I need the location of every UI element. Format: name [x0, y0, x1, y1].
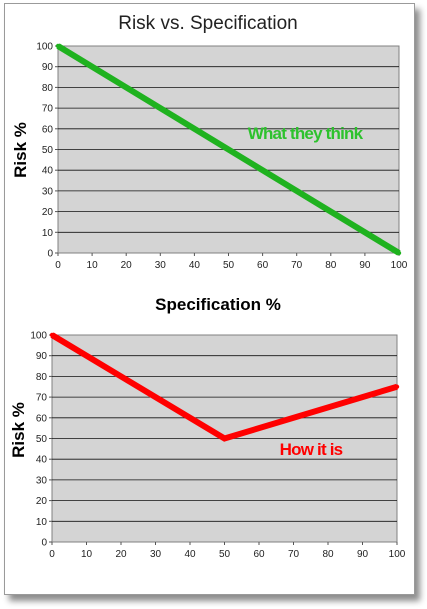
x-tick-label-70: 70 — [288, 549, 300, 560]
y-tick-label-50: 50 — [36, 434, 48, 445]
x-tick-label-10: 10 — [81, 549, 93, 560]
y-tick-label-100: 100 — [30, 331, 47, 342]
bottom-gridlines — [52, 355, 397, 522]
bottom-series — [49, 332, 400, 442]
x-tick-label-70: 70 — [291, 260, 303, 271]
y-tick-label-70: 70 — [36, 393, 48, 404]
x-tick-label-30: 30 — [155, 260, 167, 271]
x-tick-label-80: 80 — [325, 260, 337, 271]
y-tick-label-80: 80 — [42, 83, 54, 94]
x-tick-label-100: 100 — [389, 549, 406, 560]
y-tick-label-20: 20 — [36, 496, 48, 507]
y-tick-label-90: 90 — [36, 351, 48, 362]
x-tick-label-40: 40 — [189, 260, 201, 271]
x-tick-label-10: 10 — [87, 260, 99, 271]
y-tick-label-60: 60 — [36, 413, 48, 424]
x-tick-label-50: 50 — [219, 549, 231, 560]
series-line-0 — [56, 43, 401, 256]
data-point-0-0 — [49, 332, 55, 338]
x-tick-label-60: 60 — [253, 549, 265, 560]
y-tick-label-20: 20 — [42, 207, 54, 218]
y-tick-label-40: 40 — [42, 166, 54, 177]
top-y-tick-labels: 0 10 20 30 40 50 60 70 80 90 100 — [36, 42, 58, 260]
y-tick-label-30: 30 — [42, 186, 54, 197]
top-y-axis-title: Risk % — [11, 122, 30, 178]
y-tick-label-30: 30 — [36, 475, 48, 486]
y-tick-label-10: 10 — [42, 228, 54, 239]
y-tick-label-0: 0 — [41, 538, 47, 549]
top-annotation-what-they-think: What they think — [248, 124, 364, 143]
y-tick-label-100: 100 — [36, 42, 53, 53]
x-tick-label-90: 90 — [359, 260, 371, 271]
x-axis-title: Specification % — [155, 295, 281, 314]
x-tick-label-40: 40 — [184, 549, 196, 560]
y-tick-label-80: 80 — [36, 372, 48, 383]
x-tick-label-0: 0 — [49, 549, 55, 560]
bottom-x-tick-labels: 0 10 20 30 40 50 60 70 80 90 100 — [49, 542, 406, 560]
data-point-0-0 — [55, 43, 61, 49]
bottom-y-axis-title: Risk % — [9, 402, 28, 458]
top-series — [55, 43, 402, 256]
x-tick-label-30: 30 — [150, 549, 162, 560]
x-tick-label-20: 20 — [115, 549, 127, 560]
top-chart: Risk vs. Specification 0 10 20 30 40 50 60 70 80… — [11, 13, 408, 314]
top-x-tick-labels: 0 10 20 30 40 50 60 70 80 90 100 — [55, 253, 408, 271]
y-tick-label-90: 90 — [42, 62, 54, 73]
data-point-0-1 — [222, 436, 227, 441]
top-gridlines — [58, 66, 399, 233]
data-point-0-1 — [396, 250, 402, 256]
x-tick-label-90: 90 — [357, 549, 369, 560]
x-tick-label-100: 100 — [391, 260, 408, 271]
x-tick-label-0: 0 — [55, 260, 61, 271]
y-tick-label-40: 40 — [36, 455, 48, 466]
data-point-0-2 — [394, 384, 400, 389]
bottom-annotation-how-it-is: How it is — [280, 440, 343, 459]
y-tick-label-70: 70 — [42, 104, 54, 115]
y-tick-label-0: 0 — [47, 249, 53, 260]
y-tick-label-60: 60 — [42, 124, 54, 135]
bottom-y-tick-labels: 0 10 20 30 40 50 60 70 80 90 100 — [30, 331, 52, 549]
y-tick-label-10: 10 — [36, 517, 48, 528]
bottom-chart: 0 10 20 30 40 50 60 70 80 90 100 0 10 20 30 40 50 60 70 80… — [9, 331, 406, 561]
y-tick-label-50: 50 — [42, 145, 54, 156]
x-tick-label-60: 60 — [257, 260, 269, 271]
x-tick-label-80: 80 — [322, 549, 334, 560]
x-tick-label-50: 50 — [223, 260, 235, 271]
chart-title: Risk vs. Specification — [118, 13, 298, 34]
x-tick-label-20: 20 — [121, 260, 133, 271]
